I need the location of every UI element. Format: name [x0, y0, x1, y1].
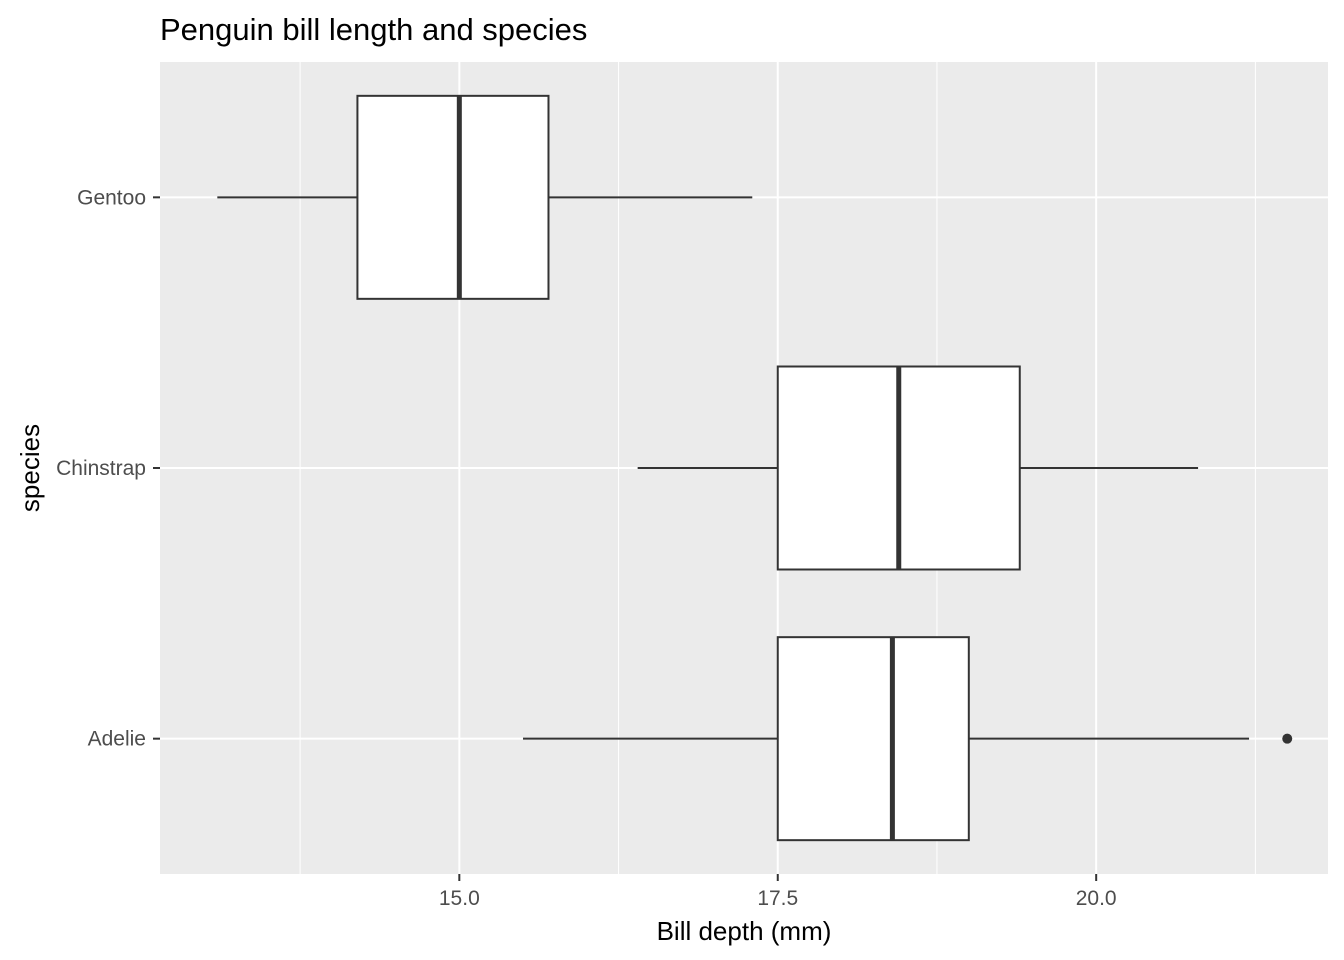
outlier-point: [1282, 733, 1293, 744]
box-series: [217, 94, 1293, 842]
chart-title: Penguin bill length and species: [160, 12, 587, 47]
box-gentoo: [217, 94, 753, 300]
box-iqr: [356, 94, 550, 300]
box-adelie: [523, 636, 1293, 842]
box-iqr: [776, 636, 970, 842]
x-tick-label: 20.0: [1076, 887, 1117, 910]
y-tick-label: Adelie: [88, 728, 146, 751]
x-axis-title: Bill depth (mm): [657, 916, 832, 946]
y-axis-title: species: [15, 424, 45, 512]
y-tick-label: Gentoo: [77, 186, 146, 209]
x-tick-label: 15.0: [439, 887, 480, 910]
y-axis: Gentoo Chinstrap Adelie: [56, 186, 160, 751]
x-tick-label: 17.5: [757, 887, 798, 910]
y-tick-label: Chinstrap: [56, 457, 146, 480]
box-chinstrap: [637, 365, 1199, 571]
x-axis: 15.0 17.5 20.0: [439, 874, 1117, 910]
